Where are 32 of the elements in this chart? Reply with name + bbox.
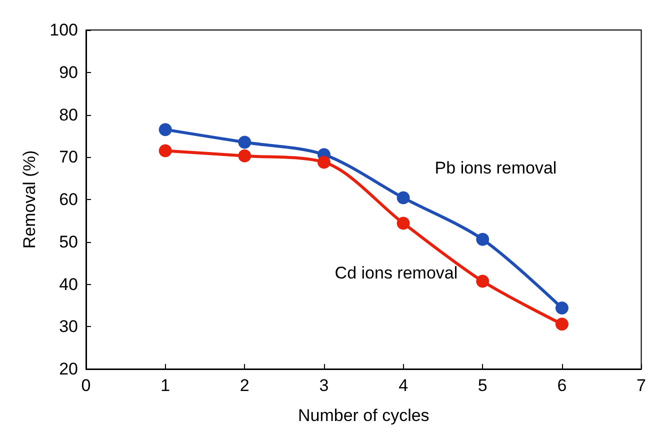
x-tick-label: 0 <box>81 376 91 395</box>
y-tick-label: 30 <box>59 317 78 336</box>
x-tick-label: 2 <box>240 376 250 395</box>
series-label: Pb ions removal <box>434 158 557 178</box>
y-tick-label: 20 <box>59 360 78 378</box>
x-tick-label: 3 <box>319 376 329 395</box>
point <box>158 144 172 158</box>
x-tick-label: 5 <box>478 376 488 395</box>
x-tick-label: 4 <box>398 376 408 395</box>
x-axis-title: Number of cycles <box>298 406 430 425</box>
y-tick-label: 40 <box>59 274 78 294</box>
x-tick-label: 6 <box>557 376 567 395</box>
y-tick-label: 60 <box>59 190 78 209</box>
y-axis-title: Removal (%) <box>20 150 39 249</box>
x-tick-label: 7 <box>636 376 646 395</box>
point <box>476 274 490 288</box>
y-tick-label: 80 <box>59 105 78 124</box>
x-tick-label: 1 <box>160 376 170 395</box>
y-tick-label: 100 <box>50 20 78 40</box>
point <box>396 191 410 204</box>
series-label: Cd ions removal <box>334 264 458 283</box>
point <box>555 301 568 314</box>
y-tick-label: 70 <box>59 148 78 167</box>
point <box>238 149 252 162</box>
point <box>555 318 568 331</box>
point <box>396 216 410 230</box>
point <box>476 232 490 246</box>
y-tick-label: 50 <box>59 232 78 252</box>
y-tick-label: 90 <box>59 62 78 82</box>
point <box>317 156 330 169</box>
point <box>158 123 172 136</box>
point <box>238 136 252 149</box>
